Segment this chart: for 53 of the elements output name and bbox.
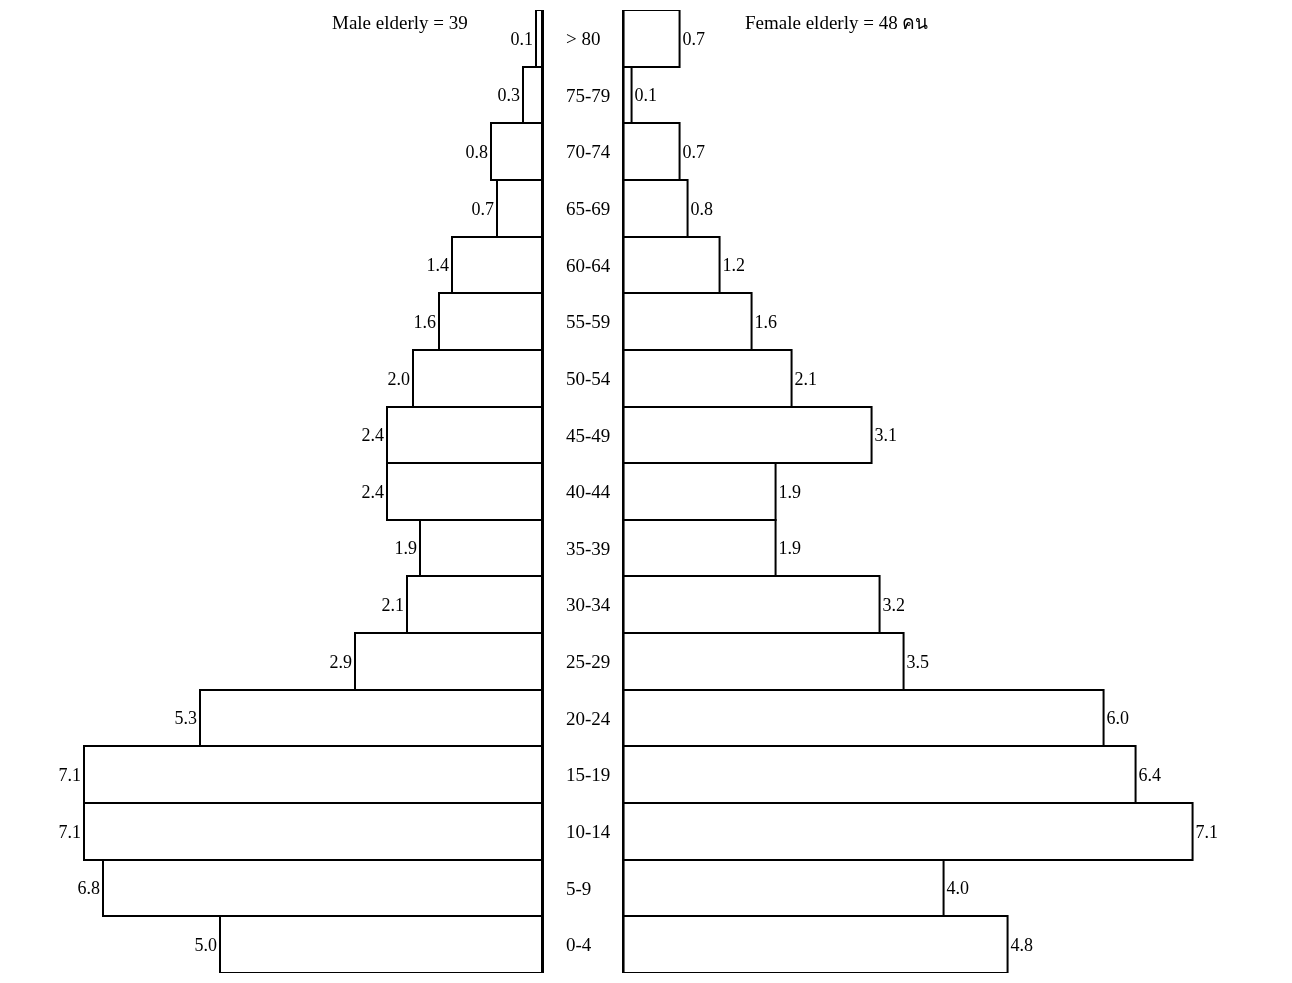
data-label: 2.1 [794,368,818,389]
annotation: Male elderly = 39 [332,12,468,33]
data-label: 0.8 [690,198,714,219]
y-tick-label: > 80 [566,27,601,49]
data-label: 7.1 [1195,821,1219,842]
data-label: 4.8 [1010,934,1034,955]
data-label: 5.0 [194,934,217,955]
data-label: 3.2 [882,594,906,615]
data-label: 1.6 [754,311,778,332]
data-label: 2.4 [361,481,384,502]
data-label: 6.0 [1106,708,1130,728]
y-tick-label: 75-79 [566,84,611,106]
y-tick-label: 65-69 [566,197,611,219]
data-label: 4.0 [946,878,970,898]
data-label: 1.2 [722,255,746,275]
y-tick-label: 50-54 [566,367,611,389]
y-tick-label: 15-19 [566,764,611,786]
data-label: 3.1 [874,425,898,445]
data-label: 2.9 [329,651,352,672]
data-label: 3.5 [906,651,930,672]
y-tick-label: 25-29 [566,651,611,673]
data-label: 0.7 [682,141,706,162]
y-tick-label: 20-24 [566,707,611,729]
data-label: 6.8 [77,878,100,898]
y-tick-label: 60-64 [566,254,611,276]
y-tick-label: 35-39 [566,537,611,559]
data-label: 1.9 [394,538,417,558]
y-tick-label: 45-49 [566,424,611,446]
data-label: 1.6 [413,311,436,332]
data-label: 0.3 [497,85,520,105]
y-tick-label: 55-59 [566,311,611,333]
y-tick-label: 10-14 [566,821,611,843]
data-label: 1.9 [778,538,802,558]
data-label: 1.9 [778,481,802,502]
data-label: 7.1 [58,821,81,842]
data-label: 2.1 [381,594,404,615]
annotation: Female elderly = 48 คน [745,12,929,33]
data-label: 0.7 [471,198,494,219]
data-label: 2.4 [361,425,384,445]
y-tick-label: 30-34 [566,594,611,616]
y-tick-label: 70-74 [566,141,611,163]
data-label: 5.3 [174,708,197,728]
data-label: 7.1 [58,764,81,785]
y-tick-label: 5-9 [566,877,592,899]
data-label: 6.4 [1138,764,1162,785]
data-label: 0.8 [465,141,488,162]
y-tick-label: 0-4 [566,934,592,956]
data-label: 0.1 [510,28,533,49]
data-label: 0.1 [634,85,658,105]
y-tick-label: 40-44 [566,481,611,503]
data-label: 1.4 [426,255,449,275]
data-label: 0.7 [682,28,706,49]
data-label: 2.0 [387,368,410,389]
